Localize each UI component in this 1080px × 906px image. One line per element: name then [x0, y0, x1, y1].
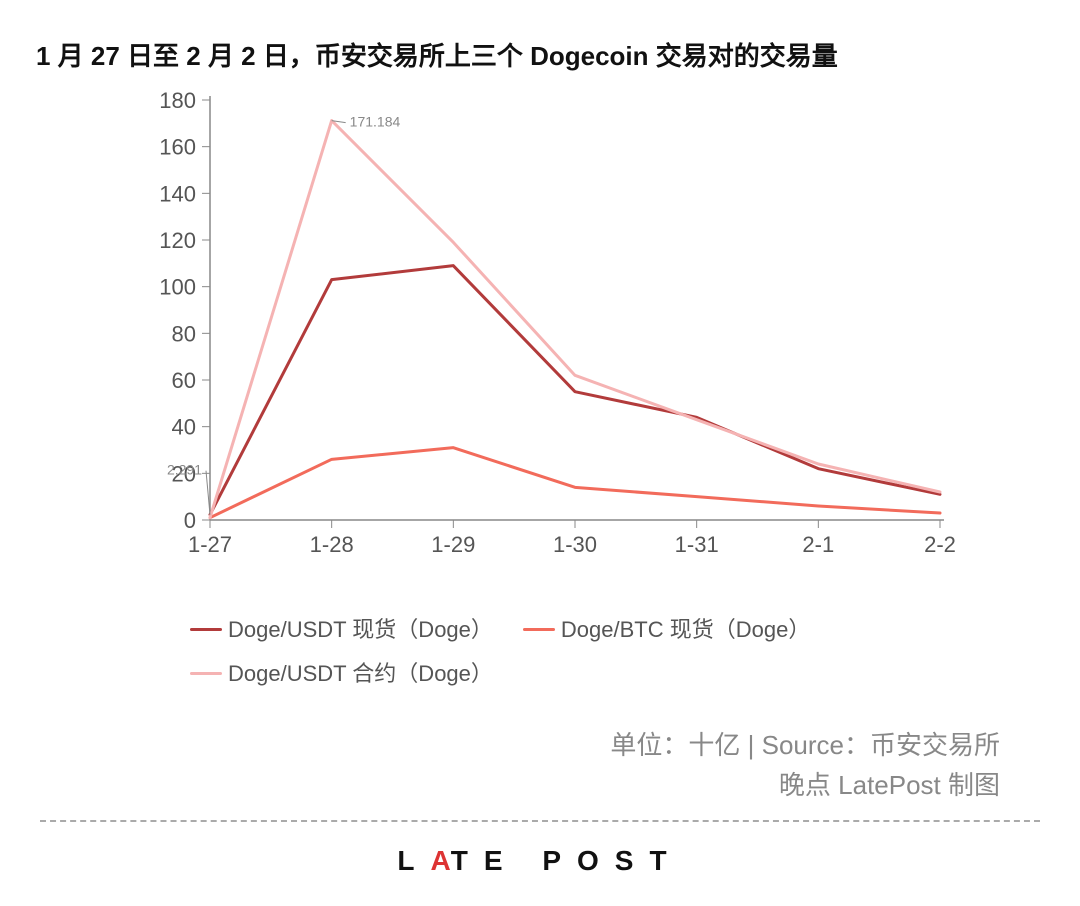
svg-text:1-27: 1-27 [188, 532, 232, 557]
line-chart: 0204060801001201401601801-271-281-291-30… [120, 80, 960, 600]
svg-text:160: 160 [159, 135, 196, 160]
svg-text:2-1: 2-1 [802, 532, 834, 557]
svg-text:120: 120 [159, 228, 196, 253]
legend-item: Doge/USDT 现货（Doge） [190, 610, 493, 650]
legend-item: Doge/BTC 现货（Doge） [523, 610, 810, 650]
logo-prefix: L [397, 845, 430, 876]
legend-label: Doge/USDT 现货（Doge） [228, 610, 493, 650]
svg-text:100: 100 [159, 275, 196, 300]
svg-text:1-28: 1-28 [310, 532, 354, 557]
legend-item: Doge/USDT 合约（Doge） [190, 654, 493, 694]
svg-text:140: 140 [159, 181, 196, 206]
svg-text:171.184: 171.184 [350, 114, 401, 130]
svg-text:80: 80 [172, 321, 196, 346]
source-line-1: 单位：十亿 | Source：币安交易所 [610, 725, 1000, 765]
legend-swatch [523, 628, 555, 631]
legend-swatch [190, 628, 222, 631]
svg-text:1-30: 1-30 [553, 532, 597, 557]
source-block: 单位：十亿 | Source：币安交易所 晚点 LatePost 制图 [610, 725, 1000, 806]
svg-text:1-29: 1-29 [431, 532, 475, 557]
source-line-2: 晚点 LatePost 制图 [610, 765, 1000, 805]
legend-label: Doge/USDT 合约（Doge） [228, 654, 493, 694]
svg-text:0: 0 [184, 508, 196, 533]
svg-text:2-2: 2-2 [924, 532, 956, 557]
svg-text:40: 40 [172, 415, 196, 440]
svg-text:180: 180 [159, 88, 196, 113]
chart-title: 1 月 27 日至 2 月 2 日，币安交易所上三个 Dogecoin 交易对的… [36, 36, 838, 73]
chart-container: 0204060801001201401601801-271-281-291-30… [120, 80, 960, 600]
logo-accent: A [431, 845, 451, 876]
svg-text:2.291: 2.291 [167, 462, 202, 478]
legend-swatch [190, 672, 222, 675]
svg-text:60: 60 [172, 368, 196, 393]
svg-text:1-31: 1-31 [675, 532, 719, 557]
divider [40, 820, 1040, 822]
logo: LATE POST [0, 845, 1080, 877]
legend: Doge/USDT 现货（Doge） Doge/BTC 现货（Doge） Dog… [190, 610, 950, 697]
legend-label: Doge/BTC 现货（Doge） [561, 610, 810, 650]
logo-rest: TE POST [451, 845, 683, 876]
